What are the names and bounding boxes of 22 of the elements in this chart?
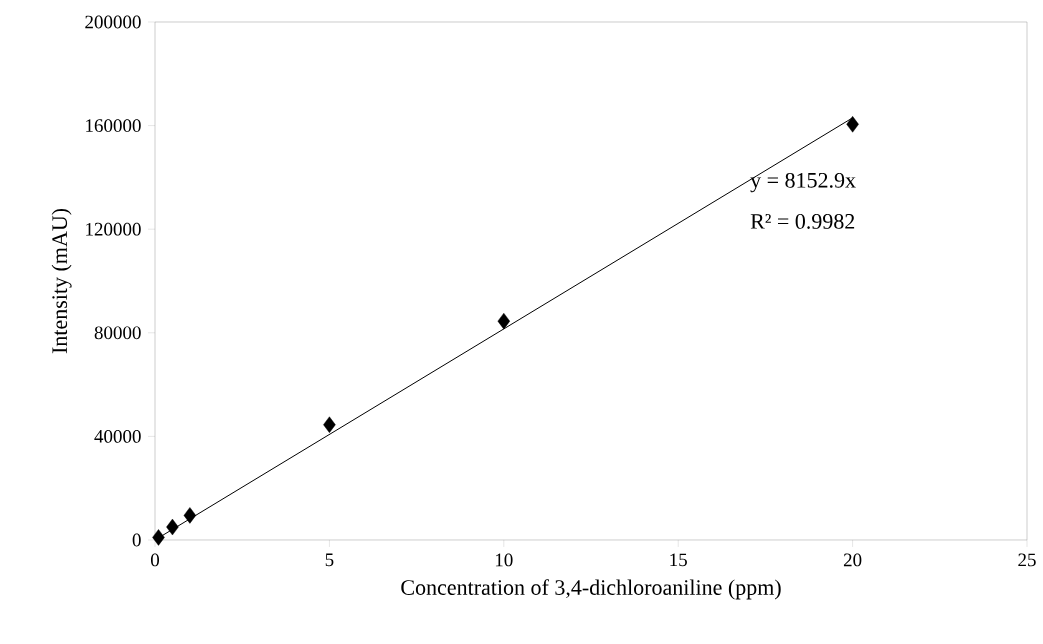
y-tick-label: 200000 [85, 15, 141, 29]
x-tick-label: 20 [843, 553, 862, 567]
x-tick-label: 15 [670, 553, 687, 567]
point [166, 518, 179, 536]
y-tick-label: 160000 [86, 119, 141, 132]
x-tick-label: 10 [495, 553, 513, 567]
y-tick-label: 120000 [86, 222, 141, 236]
x-tick-label: 0 [150, 553, 160, 567]
point [323, 416, 336, 433]
y-tick-label: 40000 [94, 429, 141, 443]
y-axis-title: Intensity (mAU) [51, 208, 72, 354]
annotation: R² = 0.9982 [750, 213, 855, 229]
y-tick-label: 0 [132, 533, 141, 547]
x-axis-title: Concentration of 3,4-dichloroaniline (ppm) [401, 579, 781, 600]
point [846, 116, 859, 133]
y-tick-label: 80000 [94, 326, 141, 340]
point [183, 507, 197, 524]
point [152, 529, 165, 546]
x-tick-label: 5 [325, 553, 334, 567]
point [497, 312, 510, 330]
annotation: y = 8152.9x [750, 172, 856, 193]
x-tick-label: 25 [1018, 553, 1036, 567]
